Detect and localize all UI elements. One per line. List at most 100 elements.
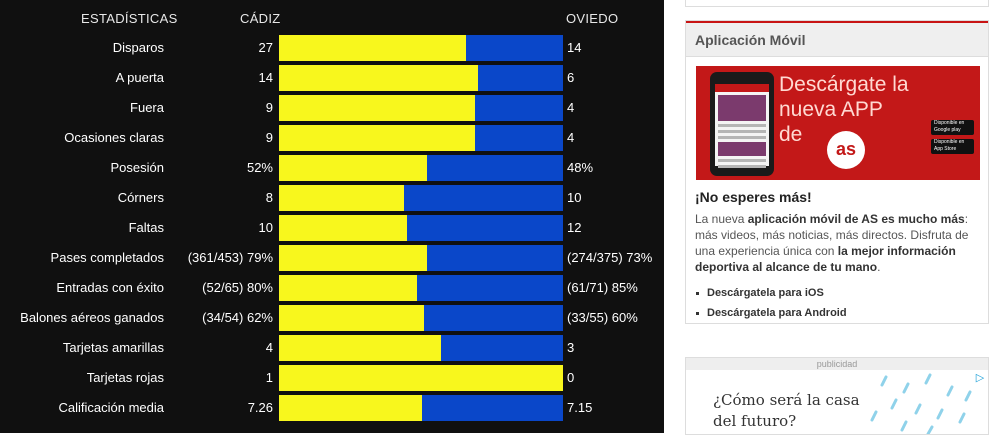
away-value: 48%: [567, 160, 594, 175]
stat-label: Calificación media: [58, 400, 165, 415]
adchoices-icon[interactable]: ▷: [975, 372, 985, 384]
column-gap: [664, 0, 684, 433]
download-ios-link[interactable]: Descárgatela para iOS: [695, 283, 847, 303]
away-value: 12: [567, 220, 582, 235]
stat-label: Pases completados: [50, 250, 164, 265]
match-stats-panel: ESTADÍSTICAS CÁDIZ OVIEDO Disparos 27 14 A …: [0, 0, 664, 433]
home-value: (52/65) 80%: [202, 280, 273, 295]
link-label: Descárgatela para iOS: [707, 287, 824, 299]
ad-line-2: del futuro?: [713, 412, 797, 430]
stat-label: A puerta: [115, 70, 164, 85]
home-value: 7.26: [247, 400, 273, 415]
link-label: Descárgatela para Android: [707, 307, 847, 319]
stat-bar: [279, 305, 563, 331]
stat-row: Ocasiones claras 9 4: [0, 123, 664, 153]
stat-label: Entradas con éxito: [56, 280, 164, 295]
stats-header-away-team: OVIEDO: [566, 11, 619, 26]
stat-bar: [279, 35, 563, 61]
ad-headline: ¿Cómo será la casa del futuro?: [713, 390, 860, 432]
home-value: 10: [258, 220, 273, 235]
stat-row: Disparos 27 14: [0, 33, 664, 63]
home-value: 27: [258, 40, 273, 55]
stat-bar: [279, 95, 563, 121]
desc-bold: la mejor información deportiva al alcanc…: [695, 244, 956, 274]
stat-label: Tarjetas rojas: [86, 370, 164, 385]
stat-row: Tarjetas rojas 1 0: [0, 363, 664, 393]
home-share-fill: [279, 215, 407, 241]
banner-line-2: nueva APP: [779, 98, 883, 121]
stats-header-label: ESTADÍSTICAS: [81, 11, 178, 26]
home-value: 9: [265, 130, 273, 145]
stat-bar: [279, 125, 563, 151]
away-value: (274/375) 73%: [567, 250, 653, 265]
mobile-app-widget: Aplicación Móvil Descárgate la nueva APP…: [685, 20, 989, 324]
previous-widget-bottom: [685, 0, 989, 7]
stat-bar: [279, 65, 563, 91]
home-share-fill: [279, 305, 424, 331]
stats-header-home-team: CÁDIZ: [240, 11, 281, 26]
google-play-badge[interactable]: Disponible en Google play: [931, 120, 974, 135]
banner-line-1: Descárgate la: [779, 73, 909, 96]
home-share-fill: [279, 275, 417, 301]
home-value: 9: [265, 100, 273, 115]
ad-line-1: ¿Cómo será la casa: [713, 391, 860, 409]
home-value: 14: [258, 70, 273, 85]
stat-label: Tarjetas amarillas: [62, 340, 164, 355]
home-share-fill: [279, 185, 404, 211]
sidebar: Aplicación Móvil Descárgate la nueva APP…: [684, 0, 1002, 435]
home-value: 4: [265, 340, 273, 355]
desc-part: .: [877, 260, 881, 274]
away-value: (61/71) 85%: [567, 280, 638, 295]
mobile-app-widget-header: Aplicación Móvil: [686, 21, 988, 57]
away-value: (33/55) 60%: [567, 310, 638, 325]
home-share-fill: [279, 395, 423, 421]
rain-decoration-icon: [870, 373, 972, 434]
advertisement[interactable]: publicidad ¿Cómo será la casa del futuro…: [685, 357, 989, 435]
stat-bar: [279, 395, 563, 421]
stat-label: Fuera: [130, 100, 164, 115]
as-logo: as: [827, 131, 865, 169]
home-share-fill: [279, 35, 467, 61]
app-headline: ¡No esperes más!: [695, 189, 812, 205]
stat-bar: [279, 245, 563, 271]
stat-row: Entradas con éxito (52/65) 80% (61/71) 85%: [0, 273, 664, 303]
download-android-link[interactable]: Descárgatela para Android: [695, 303, 847, 323]
download-app-banner[interactable]: Descárgate la nueva APP de as Disponible…: [696, 66, 980, 180]
home-share-fill: [279, 65, 478, 91]
stat-label: Disparos: [112, 40, 164, 55]
stat-bar: [279, 155, 563, 181]
stat-row: Pases completados (361/453) 79% (274/375) …: [0, 243, 664, 273]
stat-bar: [279, 365, 563, 391]
stat-bar: [279, 215, 563, 241]
away-value: 4: [567, 100, 575, 115]
home-value: 1: [265, 370, 273, 385]
home-value: (34/54) 62%: [202, 310, 273, 325]
stat-label: Posesión: [110, 160, 164, 175]
app-download-links: Descárgatela para iOS Descárgatela para …: [695, 283, 847, 323]
desc-part: La nueva: [695, 212, 748, 226]
app-store-badge[interactable]: Disponible en App Store: [931, 139, 974, 154]
banner-text: Descárgate la nueva APP de: [779, 72, 909, 147]
ad-label: publicidad: [686, 358, 988, 370]
away-value: 7.15: [567, 400, 593, 415]
stat-row: Posesión 52% 48%: [0, 153, 664, 183]
stat-row: A puerta 14 6: [0, 63, 664, 93]
stat-row: Calificación media 7.26 7.15: [0, 393, 664, 423]
stat-label: Faltas: [128, 220, 164, 235]
phone-image: [710, 72, 774, 176]
home-share-fill: [279, 155, 427, 181]
home-value: 52%: [246, 160, 273, 175]
stat-bar: [279, 335, 563, 361]
home-share-fill: [279, 95, 475, 121]
stat-row: Balones aéreos ganados (34/54) 62% (33/55)…: [0, 303, 664, 333]
stat-bar: [279, 185, 563, 211]
away-value: 4: [567, 130, 575, 145]
home-share-fill: [279, 245, 427, 271]
home-share-fill: [279, 335, 441, 361]
app-description: La nueva aplicación móvil de AS es mucho…: [695, 211, 980, 275]
stat-label: Córners: [117, 190, 164, 205]
home-share-fill: [279, 365, 563, 391]
mobile-app-widget-title: Aplicación Móvil: [695, 32, 806, 48]
away-value: 10: [567, 190, 582, 205]
stat-label: Balones aéreos ganados: [20, 310, 164, 325]
